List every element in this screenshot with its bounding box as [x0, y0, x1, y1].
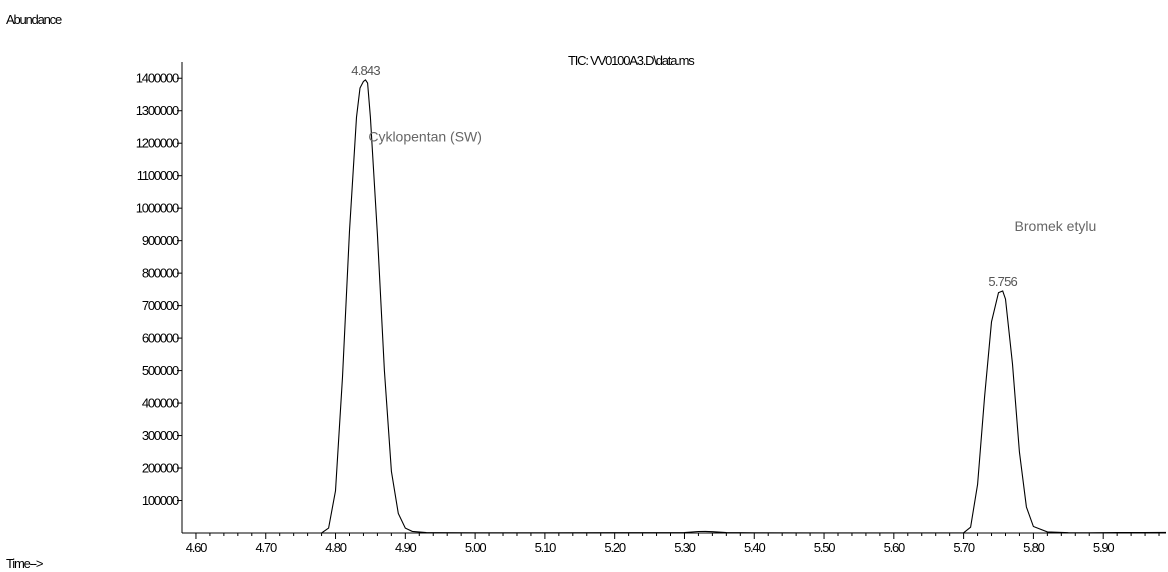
y-tick-label: 900000 — [142, 233, 179, 248]
y-ticks: 100000 200000 300000 400000 500000 600000 7000… — [136, 71, 182, 508]
x-ticks: 4.60 4.70 4.80 4.90 5.00 5.10 5.20 5.30 5.40 5.50… — [186, 533, 1160, 555]
y-tick-label: 600000 — [142, 331, 179, 346]
y-tick-label: 1000000 — [136, 201, 179, 216]
x-tick-label: 5.30 — [674, 540, 695, 555]
x-tick-label: 4.80 — [325, 540, 346, 555]
y-tick-label: 300000 — [142, 428, 179, 443]
axes — [181, 62, 1166, 534]
y-tick-label: 200000 — [142, 461, 179, 476]
x-tick-label: 5.60 — [884, 540, 905, 555]
chart-title: TIC: VV0100A3.D\data.ms — [568, 53, 695, 68]
x-tick-label: 5.20 — [604, 540, 625, 555]
x-tick-label: 5.10 — [535, 540, 556, 555]
series-group — [182, 79, 1167, 534]
peak-time-label: 5.756 — [988, 274, 1017, 289]
x-tick-label: 4.60 — [186, 540, 207, 555]
compound-label: Bromek etylu — [1015, 218, 1097, 234]
x-tick-label: 5.70 — [953, 540, 974, 555]
peak-time-label: 4.843 — [351, 63, 380, 78]
y-tick-label: 1300000 — [136, 103, 179, 118]
y-axis-label: Abundance — [6, 12, 62, 27]
tic-trace — [182, 79, 1167, 534]
y-tick-label: 100000 — [142, 493, 179, 508]
y-tick-label: 700000 — [142, 298, 179, 313]
y-tick-label: 1100000 — [137, 168, 179, 183]
x-tick-label: 5.80 — [1023, 540, 1044, 555]
x-tick-label: 5.40 — [744, 540, 765, 555]
x-tick-label: 5.00 — [465, 540, 486, 555]
x-tick-label: 5.90 — [1093, 540, 1114, 555]
y-tick-label: 400000 — [142, 396, 179, 411]
y-tick-label: 500000 — [142, 363, 179, 378]
peak-labels: 4.843 5.756 Cyklopentan (SW) Bromek etylu — [351, 63, 1096, 289]
y-tick-label: 1400000 — [136, 71, 179, 86]
x-tick-label: 5.50 — [814, 540, 835, 555]
x-tick-label: 4.90 — [395, 540, 416, 555]
x-axis-label: Time--> — [6, 556, 43, 571]
compound-label: Cyklopentan (SW) — [368, 129, 482, 145]
y-tick-label: 1200000 — [136, 136, 179, 151]
x-tick-label: 4.70 — [255, 540, 276, 555]
y-tick-label: 800000 — [142, 266, 179, 281]
